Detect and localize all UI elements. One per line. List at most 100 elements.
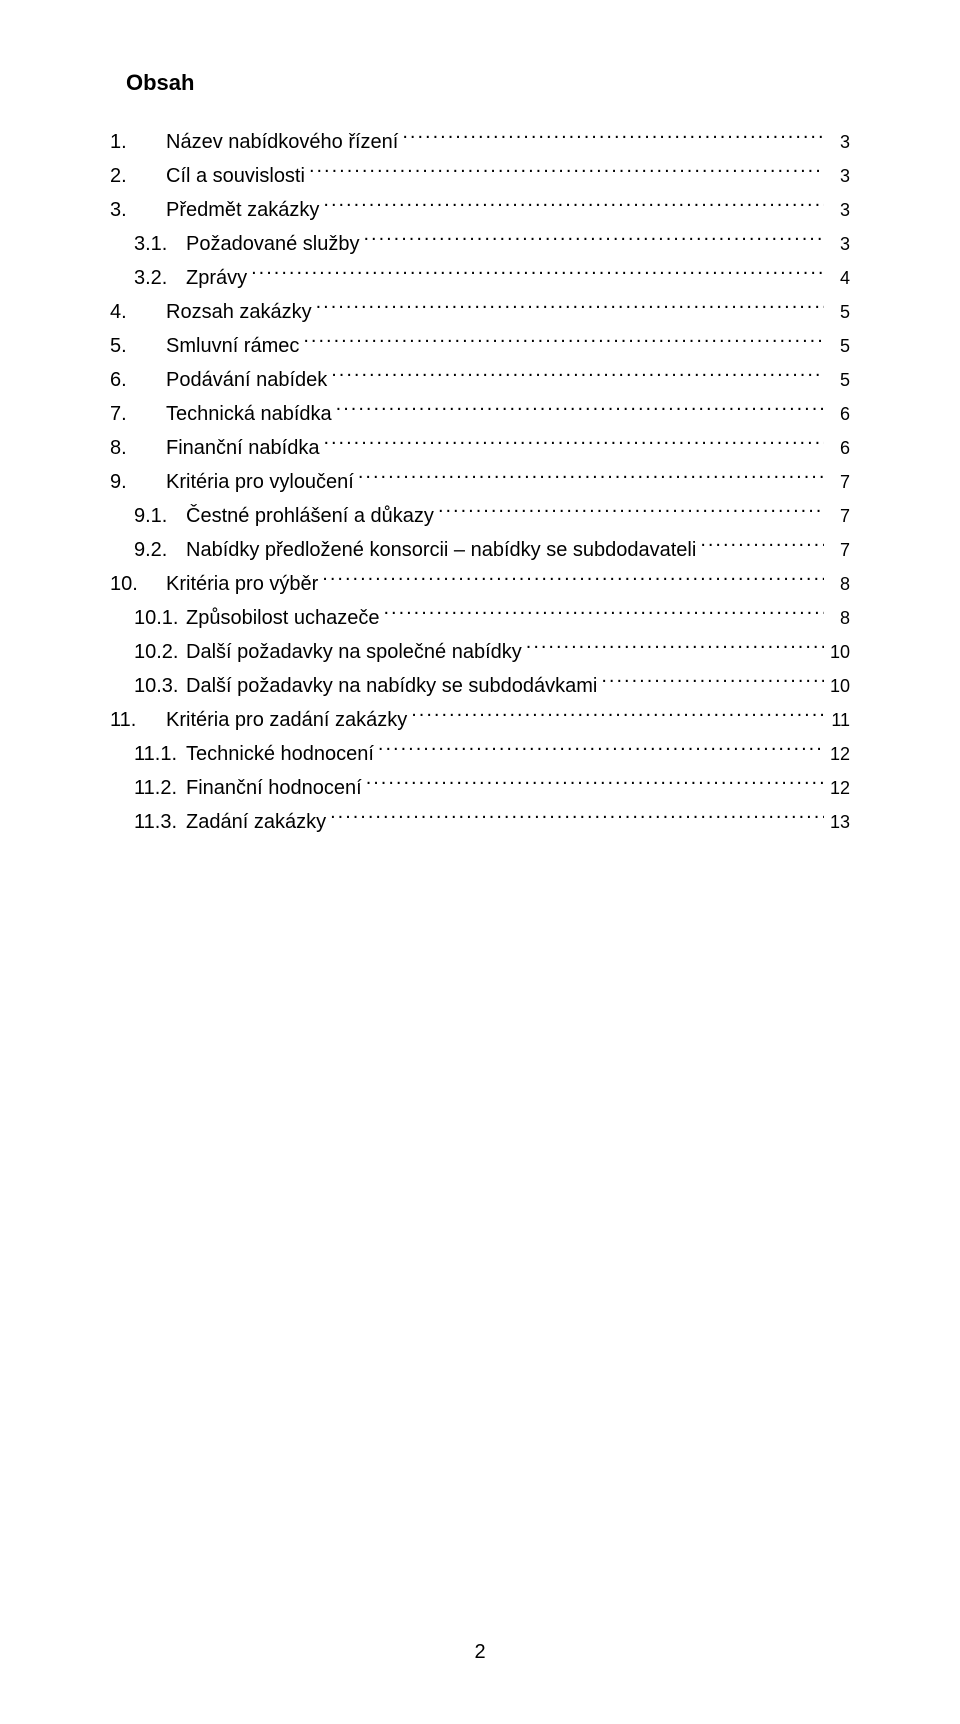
- toc-entry-text: Zprávy: [186, 263, 247, 294]
- toc-dots-leader: [251, 260, 824, 284]
- toc-entry-page: 3: [828, 231, 850, 259]
- toc-entry-page: 3: [828, 129, 850, 157]
- toc-dots-leader: [323, 430, 824, 454]
- toc-entry-text: Kritéria pro vyloučení: [166, 467, 354, 498]
- toc-entry-number: 10.2.: [110, 637, 186, 668]
- toc-entry: 10.2.Další požadavky na společné nabídky…: [110, 634, 850, 668]
- toc-entry-number: 1.: [110, 127, 166, 158]
- document-page: Obsah 1.Název nabídkového řízení32.Cíl a…: [0, 0, 960, 1724]
- toc-entry-number: 11.3.: [110, 807, 186, 838]
- toc-dots-leader: [309, 158, 824, 182]
- toc-entry-number: 9.: [110, 467, 166, 498]
- toc-entry-text: Technická nabídka: [166, 399, 332, 430]
- toc-entry-text: Kritéria pro výběr: [166, 569, 318, 600]
- toc-entry-text: Nabídky předložené konsorcii – nabídky s…: [186, 535, 696, 566]
- toc-entry-number: 5.: [110, 331, 166, 362]
- toc-dots-leader: [323, 192, 824, 216]
- toc-entry: 4.Rozsah zakázky 5: [110, 294, 850, 328]
- toc-entry: 9.2.Nabídky předložené konsorcii – nabíd…: [110, 532, 850, 566]
- toc-entry: 3.1.Požadované služby 3: [110, 226, 850, 260]
- toc-dots-leader: [358, 464, 824, 488]
- toc-dots-leader: [526, 634, 824, 658]
- toc-entry-page: 12: [828, 741, 850, 769]
- toc-entry-number: 3.2.: [110, 263, 186, 294]
- toc-entry-number: 3.1.: [110, 229, 186, 260]
- toc-dots-leader: [316, 294, 824, 318]
- toc-entry: 5.Smluvní rámec5: [110, 328, 850, 362]
- toc-entry-page: 10: [828, 673, 850, 701]
- toc-entry-text: Zadání zakázky: [186, 807, 326, 838]
- toc-entry-number: 11.: [110, 705, 166, 736]
- toc-entry-number: 2.: [110, 161, 166, 192]
- toc-entry-page: 11: [828, 707, 850, 735]
- toc-entry-text: Finanční nabídka: [166, 433, 319, 464]
- toc-entry-number: 6.: [110, 365, 166, 396]
- toc-entry: 9.1.Čestné prohlášení a důkazy7: [110, 498, 850, 532]
- toc-entry: 2.Cíl a souvislosti 3: [110, 158, 850, 192]
- toc-entry-text: Název nabídkového řízení: [166, 127, 398, 158]
- toc-dots-leader: [322, 566, 824, 590]
- toc-entry-text: Kritéria pro zadání zakázky: [166, 705, 407, 736]
- toc-entry: 11.Kritéria pro zadání zakázky 11: [110, 702, 850, 736]
- toc-entry-page: 10: [828, 639, 850, 667]
- toc-entry-page: 4: [828, 265, 850, 293]
- toc-entry: 11.2.Finanční hodnocení 12: [110, 770, 850, 804]
- table-of-contents: 1.Název nabídkového řízení32.Cíl a souvi…: [110, 124, 850, 838]
- toc-entry-text: Požadované služby: [186, 229, 359, 260]
- toc-entry: 10.3.Další požadavky na nabídky se subdo…: [110, 668, 850, 702]
- toc-entry-number: 11.1.: [110, 739, 186, 770]
- toc-entry: 11.1.Technické hodnocení 12: [110, 736, 850, 770]
- toc-dots-leader: [601, 668, 824, 692]
- toc-entry-text: Podávání nabídek: [166, 365, 327, 396]
- toc-entry-page: 13: [828, 809, 850, 837]
- toc-entry-page: 5: [828, 299, 850, 327]
- toc-entry-text: Technické hodnocení: [186, 739, 374, 770]
- toc-entry-page: 7: [828, 469, 850, 497]
- page-title: Obsah: [126, 70, 850, 96]
- toc-dots-leader: [336, 396, 824, 420]
- toc-entry-number: 10.1.: [110, 603, 186, 634]
- toc-entry-number: 10.: [110, 569, 166, 600]
- toc-entry: 9.Kritéria pro vyloučení 7: [110, 464, 850, 498]
- toc-entry-page: 5: [828, 367, 850, 395]
- toc-entry-text: Smluvní rámec: [166, 331, 299, 362]
- toc-entry-text: Způsobilost uchazeče: [186, 603, 379, 634]
- toc-dots-leader: [303, 328, 824, 352]
- toc-entry-page: 6: [828, 435, 850, 463]
- toc-entry-page: 8: [828, 571, 850, 599]
- toc-entry: 6.Podávání nabídek 5: [110, 362, 850, 396]
- toc-entry: 7.Technická nabídka 6: [110, 396, 850, 430]
- toc-entry: 10.Kritéria pro výběr 8: [110, 566, 850, 600]
- page-number: 2: [0, 1641, 960, 1664]
- toc-entry: 1.Název nabídkového řízení 3: [110, 124, 850, 158]
- toc-entry-number: 3.: [110, 195, 166, 226]
- toc-entry-text: Další požadavky na nabídky se subdodávka…: [186, 671, 597, 702]
- toc-entry: 10.1.Způsobilost uchazeče 8: [110, 600, 850, 634]
- toc-dots-leader: [700, 532, 824, 556]
- toc-entry-text: Cíl a souvislosti: [166, 161, 305, 192]
- toc-entry-text: Rozsah zakázky: [166, 297, 312, 328]
- toc-entry-number: 8.: [110, 433, 166, 464]
- toc-entry-page: 6: [828, 401, 850, 429]
- toc-entry-page: 12: [828, 775, 850, 803]
- toc-entry-text: Finanční hodnocení: [186, 773, 362, 804]
- toc-entry: 3.Předmět zakázky3: [110, 192, 850, 226]
- toc-dots-leader: [378, 736, 824, 760]
- toc-entry-number: 9.1.: [110, 501, 186, 532]
- toc-entry-page: 7: [828, 537, 850, 565]
- toc-dots-leader: [330, 804, 824, 828]
- toc-entry-number: 7.: [110, 399, 166, 430]
- toc-dots-leader: [363, 226, 824, 250]
- toc-entry-number: 11.2.: [110, 773, 186, 804]
- toc-dots-leader: [438, 498, 824, 522]
- toc-entry-number: 4.: [110, 297, 166, 328]
- toc-entry-page: 3: [828, 163, 850, 191]
- toc-entry-page: 8: [828, 605, 850, 633]
- toc-entry-text: Předmět zakázky: [166, 195, 319, 226]
- toc-dots-leader: [331, 362, 824, 386]
- toc-entry: 3.2.Zprávy 4: [110, 260, 850, 294]
- toc-entry: 8.Finanční nabídka 6: [110, 430, 850, 464]
- toc-entry: 11.3.Zadání zakázky 13: [110, 804, 850, 838]
- toc-entry-page: 7: [828, 503, 850, 531]
- toc-entry-number: 9.2.: [110, 535, 186, 566]
